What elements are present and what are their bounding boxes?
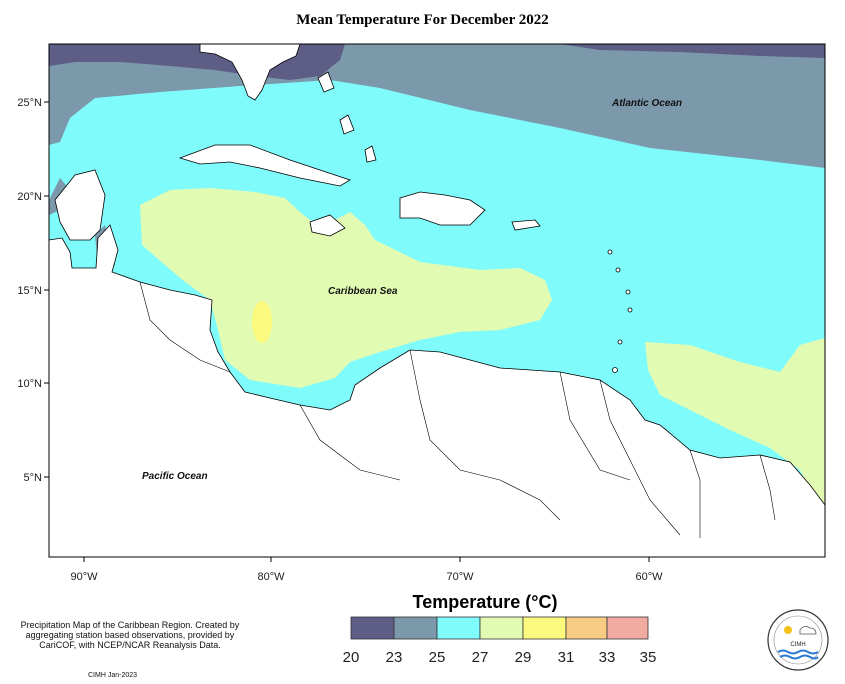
borders xyxy=(139,281,776,538)
map-source-note: Precipitation Map of the Caribbean Regio… xyxy=(20,620,240,650)
lon-tick-80: 80°W xyxy=(257,571,285,583)
land-bahamas-1 xyxy=(317,71,335,93)
legend-tick: 23 xyxy=(385,649,403,666)
land xyxy=(49,44,825,557)
lon-tick-60: 60°W xyxy=(635,571,663,583)
land-yucatan xyxy=(54,169,106,241)
land-antilles-4 xyxy=(627,307,633,313)
lat-tick-20: 20°N xyxy=(17,191,42,203)
land-antilles-1 xyxy=(607,249,613,255)
legend-swatch-20-23 xyxy=(350,616,395,640)
land-puerto-rico xyxy=(511,219,541,231)
label-caribbean-sea: Caribbean Sea xyxy=(328,286,398,297)
label-atlantic-ocean: Atlantic Ocean xyxy=(611,98,682,109)
land-cuba xyxy=(178,144,351,187)
land-antilles-2 xyxy=(615,267,621,273)
field-27-29-east xyxy=(645,338,825,520)
field-20-23-northeast xyxy=(560,44,825,58)
label-pacific-ocean: Pacific Ocean xyxy=(142,471,208,482)
map-title: Mean Temperature For December 2022 xyxy=(296,12,549,28)
land-bahamas-3 xyxy=(364,145,377,163)
legend-tick: 25 xyxy=(428,649,446,666)
land-antilles-3 xyxy=(625,289,631,295)
legend-tick: 31 xyxy=(557,649,575,666)
land-central-america xyxy=(49,224,825,557)
legend-title: Temperature (°C) xyxy=(412,592,558,612)
lon-tick-70: 70°W xyxy=(446,571,474,583)
lon-tick-90: 90°W xyxy=(70,571,98,583)
land-jamaica xyxy=(309,214,346,237)
latitude-axis: 25°N 20°N 15°N 10°N 5°N xyxy=(17,97,49,484)
legend-swatch-29-31 xyxy=(522,616,567,640)
legend-swatch-25-27 xyxy=(436,616,481,640)
legend-swatch-33-35 xyxy=(606,616,649,640)
legend-tick: 35 xyxy=(639,649,657,666)
temperature-fields xyxy=(49,44,825,557)
legend-tick: 29 xyxy=(514,649,532,666)
map-frame xyxy=(48,43,826,558)
land-bahamas-2 xyxy=(339,114,355,135)
legend-swatch-27-29 xyxy=(479,616,524,640)
lat-tick-5: 5°N xyxy=(24,472,43,484)
lat-tick-15: 15°N xyxy=(17,285,42,297)
land-antilles-6 xyxy=(612,367,618,373)
legend-tick: 20 xyxy=(342,649,360,666)
legend-swatch-23-25 xyxy=(393,616,438,640)
map-credit: CIMH Jan-2023 xyxy=(88,672,138,679)
land-florida xyxy=(199,44,301,101)
cimh-logo-icon: CIMH xyxy=(767,609,829,671)
land-antilles-5 xyxy=(617,339,623,345)
legend-tick: 27 xyxy=(471,649,489,666)
legend-tick: 33 xyxy=(598,649,616,666)
legend-colorbar xyxy=(350,616,649,640)
field-29-31-spot xyxy=(252,301,272,343)
field-27-29-caribbean xyxy=(140,188,552,388)
legend-swatch-31-33 xyxy=(565,616,608,640)
land-hispaniola xyxy=(399,191,486,226)
lat-tick-25: 25°N xyxy=(17,97,42,109)
longitude-axis: 90°W 80°W 70°W 60°W xyxy=(70,557,663,583)
svg-text:CIMH: CIMH xyxy=(790,642,805,648)
lat-tick-10: 10°N xyxy=(17,378,42,390)
